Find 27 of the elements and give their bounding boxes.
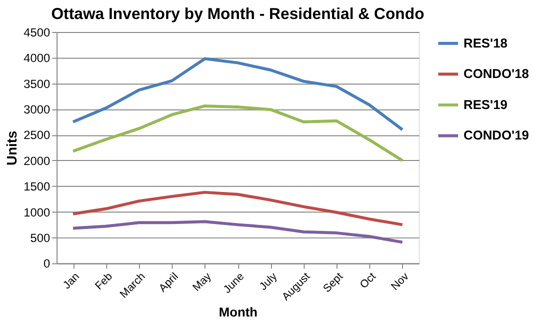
y-tick-label: 3000 (24, 102, 50, 117)
line-series (72, 190, 404, 226)
y-tick-label: 1500 (24, 180, 50, 194)
y-tick-label: 500 (30, 231, 50, 246)
x-tick-label: Feb (93, 270, 115, 292)
legend-label: CONDO'18 (464, 66, 529, 82)
x-axis-title: Month (218, 304, 258, 320)
legend-label: CONDO'19 (464, 128, 529, 143)
y-tick-label: 2500 (24, 128, 50, 142)
y-tick-label: 2000 (24, 154, 50, 168)
y-tick-label: 0 (44, 256, 50, 271)
line-series (72, 220, 404, 244)
y-axis-title: Units (4, 130, 20, 166)
y-tick-label: 4000 (24, 51, 50, 66)
y-tick-label: 1000 (24, 205, 50, 220)
x-tick-label: Jan (61, 270, 82, 292)
x-tick-label: Oct (358, 270, 378, 292)
chart-title: Ottawa Inventory by Month - Residential & Condo (51, 6, 425, 24)
line-series (72, 57, 404, 132)
y-tick-label: 4500 (24, 25, 50, 40)
line-series (72, 104, 404, 162)
x-tick-label: July (257, 270, 280, 293)
y-tick-label: 3500 (24, 76, 50, 91)
legend-label: RES'19 (464, 96, 508, 112)
x-tick-label: May (190, 270, 214, 294)
x-tick-label: Nov (389, 270, 412, 293)
legend-label: RES'18 (464, 35, 508, 50)
